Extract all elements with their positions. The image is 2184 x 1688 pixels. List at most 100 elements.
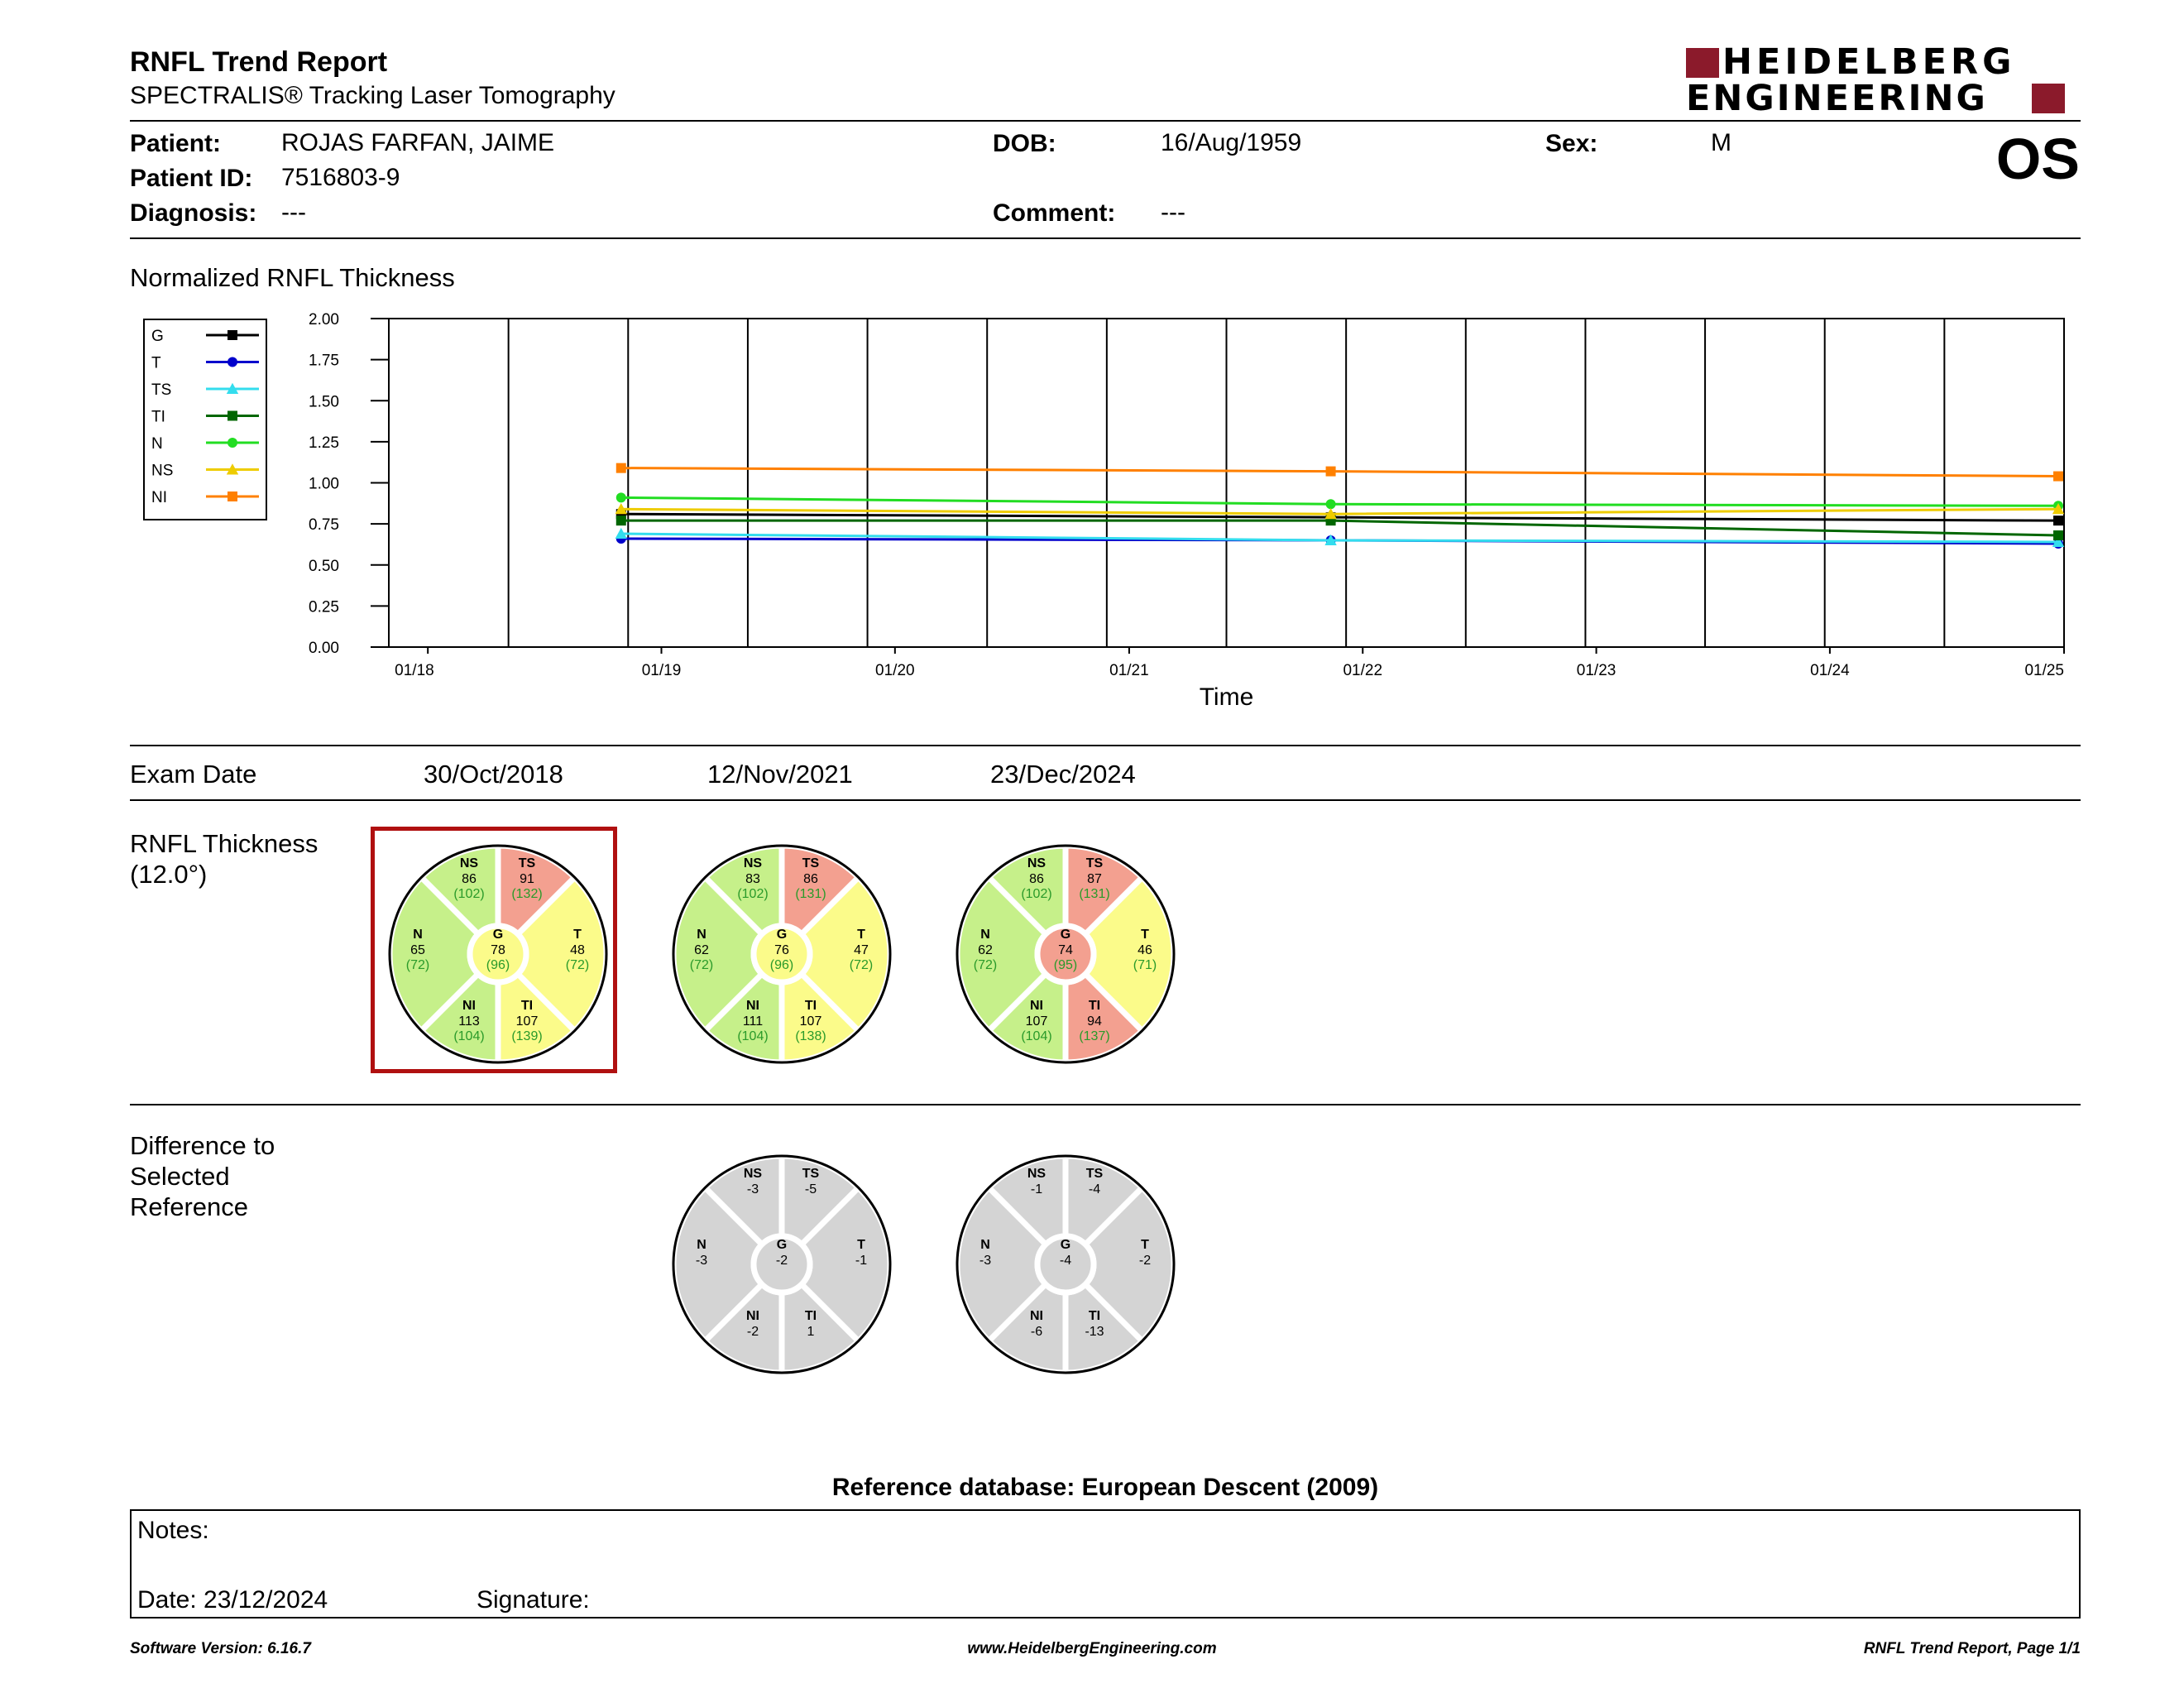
sector-normal-n: (72) bbox=[406, 958, 429, 972]
patient-id-label: Patient ID: bbox=[130, 165, 253, 192]
data-point-ni bbox=[1325, 466, 1336, 477]
patient-rule bbox=[130, 237, 2081, 239]
difference-label-1: Difference to bbox=[130, 1131, 275, 1160]
legend-marker-ts bbox=[226, 382, 239, 394]
sector-normal-ni: (104) bbox=[453, 1029, 484, 1043]
x-axis-label: Time bbox=[1200, 683, 1254, 711]
trend-chart: 0.00 0.25 0.50 0.75 1.00 1.25 1.50 1.75 2.00 01/1… bbox=[309, 311, 2065, 711]
sector-value-g: -2 bbox=[776, 1254, 788, 1268]
sector-value-t: 48 bbox=[570, 943, 585, 957]
sector-value-t: 47 bbox=[854, 943, 869, 957]
y-tick-label: 0.75 bbox=[309, 516, 339, 534]
sector-value-ni: 111 bbox=[743, 1014, 763, 1029]
exam-bottom-rule bbox=[130, 799, 2081, 801]
data-point-ts bbox=[1324, 534, 1337, 545]
sector-g bbox=[750, 923, 813, 985]
sector-value-ti: -13 bbox=[1085, 1325, 1104, 1339]
sector-value-ns: 83 bbox=[745, 872, 760, 886]
website-link[interactable]: www.HeidelbergEngineering.com bbox=[967, 1640, 1217, 1657]
data-point-ni bbox=[2053, 471, 2064, 482]
sector-label-t: T bbox=[857, 928, 865, 942]
series-line-ti bbox=[620, 519, 2059, 537]
data-point-ns bbox=[2052, 503, 2065, 515]
sector-value-n: 62 bbox=[694, 943, 709, 957]
eye-indicator: OS bbox=[1995, 127, 2080, 191]
data-point-ti bbox=[2053, 530, 2064, 541]
sector-normal-ns: (102) bbox=[1021, 887, 1051, 901]
sex-label: Sex: bbox=[1545, 130, 1598, 157]
report-title: RNFL Trend Report bbox=[130, 46, 388, 78]
notes-label: Notes: bbox=[137, 1517, 209, 1544]
sector-normal-ni: (104) bbox=[737, 1029, 768, 1043]
patient-label: Patient: bbox=[130, 130, 222, 157]
sector-label-ti: TI bbox=[1089, 999, 1100, 1013]
sector-value-ni: -6 bbox=[1031, 1325, 1042, 1339]
x-tick-label: 01/22 bbox=[1343, 662, 1382, 679]
legend-marker-ni bbox=[228, 492, 237, 501]
legend-label-g: G bbox=[151, 328, 164, 345]
notes-box[interactable]: Notes: Date: 23/12/2024 Signature: bbox=[130, 1509, 2081, 1618]
sector-label-g: G bbox=[493, 928, 503, 942]
sector-value-ns: -3 bbox=[747, 1182, 759, 1196]
sector-label-ti: TI bbox=[805, 1309, 817, 1323]
sector-label-t: T bbox=[1141, 1238, 1149, 1252]
wheel-outline bbox=[388, 844, 608, 1064]
exam-date-label: Exam Date bbox=[130, 760, 257, 789]
sector-value-g: 74 bbox=[1058, 943, 1073, 957]
sector-value-ts: 91 bbox=[520, 872, 534, 886]
sector-value-ti: 107 bbox=[800, 1014, 822, 1029]
report-subtitle: SPECTRALIS® Tracking Laser Tomography bbox=[130, 82, 615, 109]
legend-svg: GT TS TI N NS NI bbox=[151, 328, 259, 506]
sector-normal-ts: (132) bbox=[511, 887, 542, 901]
x-tick-label: 01/24 bbox=[1810, 662, 1850, 679]
signature-label: Signature: bbox=[477, 1586, 590, 1614]
sector-label-ns: NS bbox=[744, 1167, 763, 1181]
data-point-ns bbox=[615, 503, 627, 515]
sector-value-ts: 86 bbox=[803, 872, 818, 886]
sector-normal-ti: (137) bbox=[1079, 1029, 1109, 1043]
selected-reference-frame[interactable] bbox=[371, 827, 617, 1073]
data-point-n bbox=[615, 492, 626, 503]
wheel-outline bbox=[956, 1154, 1176, 1374]
sex-value: M bbox=[1711, 129, 1731, 156]
chart-legend: G T TS TI N NS NI bbox=[143, 319, 267, 520]
sector-value-n: -3 bbox=[696, 1254, 707, 1268]
sector-label-ni: NI bbox=[1030, 999, 1043, 1013]
legend-marker-n bbox=[228, 438, 237, 448]
sector-value-ts: 87 bbox=[1087, 872, 1102, 886]
legend-label-ti: TI bbox=[151, 409, 165, 426]
exam-date-1: 30/Oct/2018 bbox=[424, 760, 563, 789]
sector-label-ts: TS bbox=[1086, 1167, 1104, 1181]
patient-name: ROJAS FARFAN, JAIME bbox=[281, 129, 555, 156]
thickness-bottom-rule bbox=[130, 1104, 2081, 1105]
thickness-wheel-2024[interactable]: TS87(131)NS86(102)N62(72)NI107(104)TI94(… bbox=[954, 842, 1177, 1066]
legend-label-ts: TS bbox=[151, 381, 171, 399]
thickness-wheel-2018[interactable]: TS91(132)NS86(102)N65(72)NI113(104)TI107… bbox=[386, 842, 610, 1066]
sector-normal-g: (96) bbox=[770, 958, 793, 972]
data-point-ns bbox=[1324, 508, 1337, 520]
logo-mark-bottom bbox=[2032, 84, 2065, 113]
sector-normal-t: (72) bbox=[850, 958, 873, 972]
sector-label-n: N bbox=[980, 928, 990, 942]
wheel-outline bbox=[956, 844, 1176, 1064]
sector-label-ts: TS bbox=[1086, 856, 1104, 870]
wheel-outline bbox=[672, 1154, 892, 1374]
sector-label-g: G bbox=[1061, 1238, 1070, 1252]
sector-label-ns: NS bbox=[1027, 1167, 1046, 1181]
comment-label: Comment: bbox=[993, 199, 1116, 227]
logo-line-1: HEIDELBERG bbox=[1722, 41, 2016, 83]
legend-marker-g bbox=[228, 330, 237, 340]
thickness-wheel-2021[interactable]: TS86(131)NS83(102)N62(72)NI111(104)TI107… bbox=[670, 842, 893, 1066]
series-line-ni bbox=[620, 467, 2059, 478]
diagnosis-value: --- bbox=[281, 199, 306, 226]
diagnosis-label: Diagnosis: bbox=[130, 199, 257, 227]
logo-line-2: ENGINEERING bbox=[1686, 78, 1988, 119]
x-tick-label: 01/20 bbox=[875, 662, 915, 679]
software-version: Software Version: 6.16.7 bbox=[130, 1640, 311, 1657]
sector-value-t: 46 bbox=[1138, 943, 1152, 957]
sector-label-ns: NS bbox=[460, 856, 479, 870]
sector-normal-ni: (104) bbox=[1021, 1029, 1051, 1043]
y-tick-label: 2.00 bbox=[309, 311, 339, 328]
patient-id: 7516803-9 bbox=[281, 164, 400, 191]
x-tick-label: 01/25 bbox=[2024, 662, 2064, 679]
